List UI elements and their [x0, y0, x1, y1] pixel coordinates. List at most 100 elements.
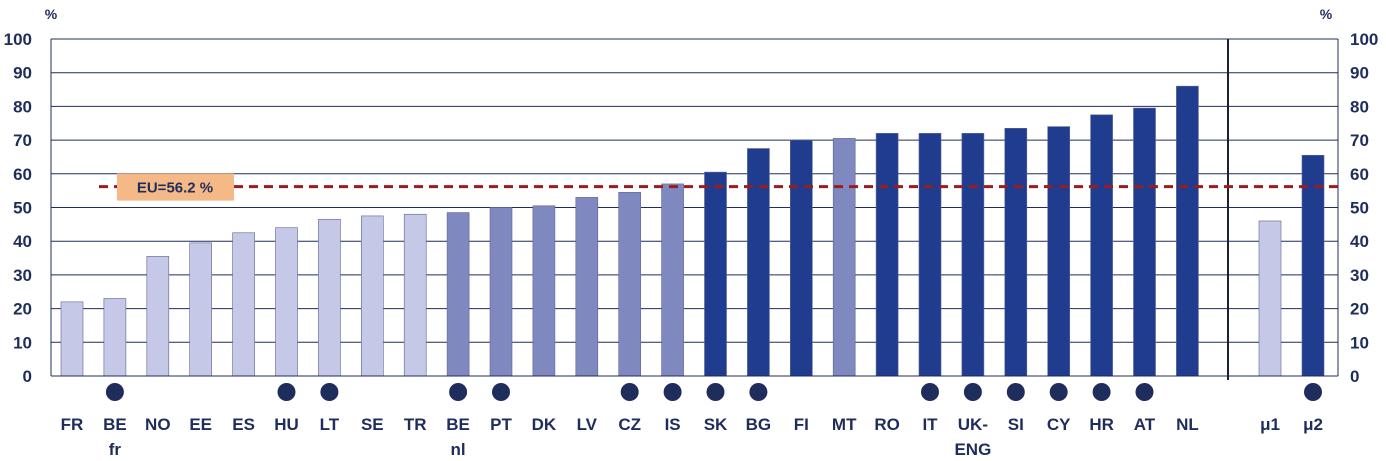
y-tick-label-left: 30: [13, 266, 32, 285]
eu-average-label: EU=56.2 %: [137, 180, 213, 197]
x-tick-label: LT: [320, 415, 340, 434]
y-tick-label-left: 80: [13, 97, 32, 116]
y-tick-label-left: 100: [4, 30, 32, 49]
x-tick-label: SE: [361, 415, 384, 434]
y-tick-label-right: 0: [1350, 367, 1359, 386]
bar-tr: [403, 213, 427, 377]
bar-sk: [704, 171, 727, 377]
x-tick-label: EE: [189, 415, 212, 434]
marker-dot: [1006, 383, 1025, 401]
marker-dot: [1135, 383, 1154, 401]
y-tick-label-right: 20: [1350, 300, 1369, 319]
bar-it: [918, 133, 942, 377]
bar-fi: [789, 139, 813, 377]
marker-dot: [105, 383, 124, 401]
bar-lt: [318, 218, 341, 377]
bar-es: [232, 232, 255, 377]
x-tick-label: LV: [577, 415, 598, 434]
x-tick-label: NO: [145, 415, 171, 434]
x-tick-label: PT: [490, 415, 512, 434]
bar-hu: [275, 227, 298, 377]
y-tick-label-right: 10: [1350, 333, 1369, 352]
bar-hr: [1090, 114, 1113, 377]
x-tick-label: SI: [1008, 415, 1024, 434]
x-tick-label: fr: [109, 440, 122, 459]
x-tick-label: CY: [1047, 415, 1071, 434]
x-tick-label: NL: [1176, 415, 1199, 434]
y-axis-right-ticks: 0 10 20 30 40 50 60 70 80 90 100: [1350, 30, 1378, 386]
x-tick-label: AT: [1134, 415, 1156, 434]
marker-dot: [1092, 383, 1111, 401]
bar-lv: [575, 197, 599, 377]
x-tick-label: CZ: [618, 415, 641, 434]
marker-dot: [320, 383, 339, 401]
x-tick-label: SK: [704, 415, 728, 434]
x-tick-label: RO: [874, 415, 900, 434]
bar-fr: [60, 301, 84, 377]
bar-bg: [747, 148, 770, 377]
axes: [50, 39, 1339, 380]
eu-average-reference-line: EU=56.2 %: [99, 173, 1338, 201]
marker-dot: [277, 383, 296, 401]
x-tick-label: nl: [451, 440, 466, 459]
y-tick-label-left: 20: [13, 300, 32, 319]
y-tick-label-right: 30: [1350, 266, 1369, 285]
x-tick-label: ES: [232, 415, 255, 434]
y-tick-label-right: 70: [1350, 131, 1369, 150]
x-tick-label: ENG: [954, 440, 991, 459]
bars: [60, 85, 1325, 377]
y-tick-label-left: 60: [13, 165, 32, 184]
bar-cy: [1047, 126, 1070, 377]
y-axis-right-unit: %: [1320, 6, 1333, 22]
x-axis-labels: FR BE fr NO EE ES HU LT SE TR BE nl PT DK LV CZ IS SK BG FI…: [61, 415, 1323, 459]
x-tick-label: FR: [61, 415, 84, 434]
y-axis-left-ticks: 0 10 20 30 40 50 60 70 80 90 100: [4, 30, 32, 386]
y-tick-label-left: 0: [23, 367, 32, 386]
marker-dot: [749, 383, 768, 401]
x-tick-label: HU: [274, 415, 299, 434]
bar-mt: [832, 138, 856, 377]
markers: [105, 383, 1322, 401]
bar-cz: [618, 192, 642, 377]
gridlines: [51, 38, 1338, 343]
y-tick-label-left: 70: [13, 131, 32, 150]
bar-ro: [875, 133, 899, 377]
bar-μ2: [1301, 154, 1325, 377]
bar-ee: [189, 242, 212, 377]
marker-dot: [706, 383, 725, 401]
marker-dot: [1304, 383, 1322, 401]
y-tick-label-left: 90: [13, 64, 32, 83]
x-tick-label: HR: [1089, 415, 1114, 434]
bar-μ1: [1258, 220, 1282, 377]
marker-dot: [620, 383, 639, 401]
y-tick-label-right: 80: [1350, 97, 1369, 116]
x-tick-label: IT: [922, 415, 938, 434]
x-tick-label: TR: [404, 415, 427, 434]
bar-nl: [1176, 85, 1199, 377]
bar-dk: [532, 205, 556, 377]
marker-dot: [963, 383, 982, 401]
y-tick-label-left: 50: [13, 199, 32, 218]
y-tick-label-right: 60: [1350, 165, 1369, 184]
x-tick-label: BE: [103, 415, 127, 434]
bar-at: [1133, 107, 1156, 377]
bar-uk-eng: [961, 133, 985, 377]
y-tick-label-right: 40: [1350, 232, 1369, 251]
marker-dot: [1049, 383, 1068, 401]
bar-be-nl: [446, 212, 470, 377]
eu-average-label-box: [117, 173, 234, 201]
x-tick-label: μ1: [1260, 415, 1280, 434]
x-tick-label: BE: [446, 415, 470, 434]
y-tick-label-right: 90: [1350, 64, 1369, 83]
marker-dot: [492, 383, 510, 401]
bar-no: [146, 256, 170, 377]
bar-be-fr: [103, 298, 127, 377]
bar-pt: [489, 207, 513, 377]
x-tick-label: μ2: [1303, 415, 1323, 434]
x-tick-label: MT: [832, 415, 857, 434]
bar-si: [1004, 128, 1028, 377]
y-tick-label-left: 40: [13, 232, 32, 251]
marker-dot: [921, 383, 939, 401]
bar-se: [360, 215, 384, 377]
